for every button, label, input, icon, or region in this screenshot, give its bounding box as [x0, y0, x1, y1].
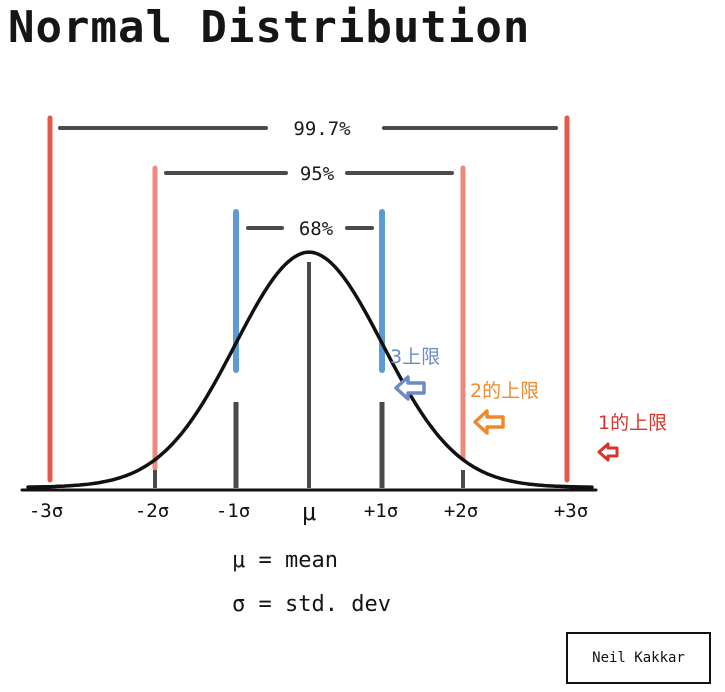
- diagram-title: Normal Distribution: [8, 2, 531, 53]
- tick-label-plus-2-sigma: +2σ: [444, 500, 478, 522]
- range-label-68: 68%: [299, 218, 334, 240]
- bell-curve: [26, 250, 594, 489]
- legend-mean: μ = mean: [232, 548, 338, 573]
- tick-label-plus-1-sigma: +1σ: [364, 500, 398, 522]
- tick-label-minus-2-sigma: -2σ: [135, 500, 169, 522]
- credit-text: Neil Kakkar: [592, 650, 685, 666]
- tick-label-minus-1-sigma: -1σ: [216, 500, 250, 522]
- note-2-upper-limit: 2的上限: [470, 380, 540, 402]
- tick-label-plus-3-sigma: +3σ: [554, 500, 588, 522]
- left-arrow-icon: [597, 442, 619, 462]
- left-arrow-icon: [473, 409, 505, 435]
- legend-std-dev: σ = std. dev: [232, 592, 391, 617]
- left-arrow-icon: [394, 375, 426, 401]
- tick-label-mean: μ: [302, 498, 316, 526]
- note-1-upper-limit: 1的上限: [598, 412, 668, 434]
- range-label-99-7: 99.7%: [293, 118, 351, 140]
- range-label-95: 95%: [300, 163, 335, 185]
- tick-label-minus-3-sigma: -3σ: [29, 500, 63, 522]
- note-3-upper-limit: 3上限: [390, 346, 441, 368]
- credit-box: Neil Kakkar: [566, 632, 711, 684]
